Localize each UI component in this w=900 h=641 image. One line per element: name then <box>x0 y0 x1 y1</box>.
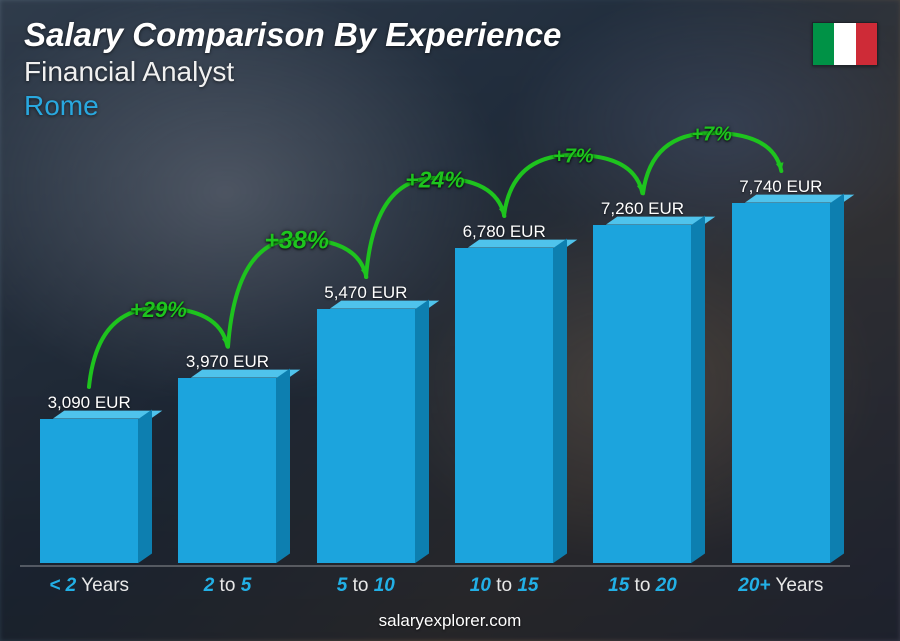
country-flag-italy <box>812 22 878 66</box>
chart-area: 3,090 EUR3,970 EUR5,470 EUR6,780 EUR7,26… <box>20 160 850 563</box>
page-title: Salary Comparison By Experience <box>24 16 876 54</box>
growth-pct-label: +24% <box>405 166 464 193</box>
xaxis-label: 15 to 20 <box>573 575 711 597</box>
flag-stripe-2 <box>834 23 855 65</box>
xaxis-label: < 2 Years <box>20 575 158 597</box>
growth-pct-label: +7% <box>691 124 732 147</box>
xaxis-label: 20+ Years <box>712 575 850 597</box>
growth-pct-label: +29% <box>130 297 187 323</box>
xaxis: < 2 Years2 to 55 to 1010 to 1515 to 2020… <box>20 565 850 597</box>
footer-credit: salaryexplorer.com <box>0 611 900 631</box>
xaxis-label: 10 to 15 <box>435 575 573 597</box>
growth-pct-label: +7% <box>553 146 594 169</box>
flag-stripe-1 <box>813 23 834 65</box>
content-root: Salary Comparison By Experience Financia… <box>0 0 900 641</box>
arcs-container: +29%+38%+24%+7%+7% <box>20 160 850 563</box>
header: Salary Comparison By Experience Financia… <box>24 16 876 122</box>
xaxis-label: 2 to 5 <box>158 575 296 597</box>
job-title: Financial Analyst <box>24 56 876 88</box>
flag-stripe-3 <box>856 23 877 65</box>
xaxis-label: 5 to 10 <box>297 575 435 597</box>
growth-pct-label: +38% <box>264 226 329 255</box>
